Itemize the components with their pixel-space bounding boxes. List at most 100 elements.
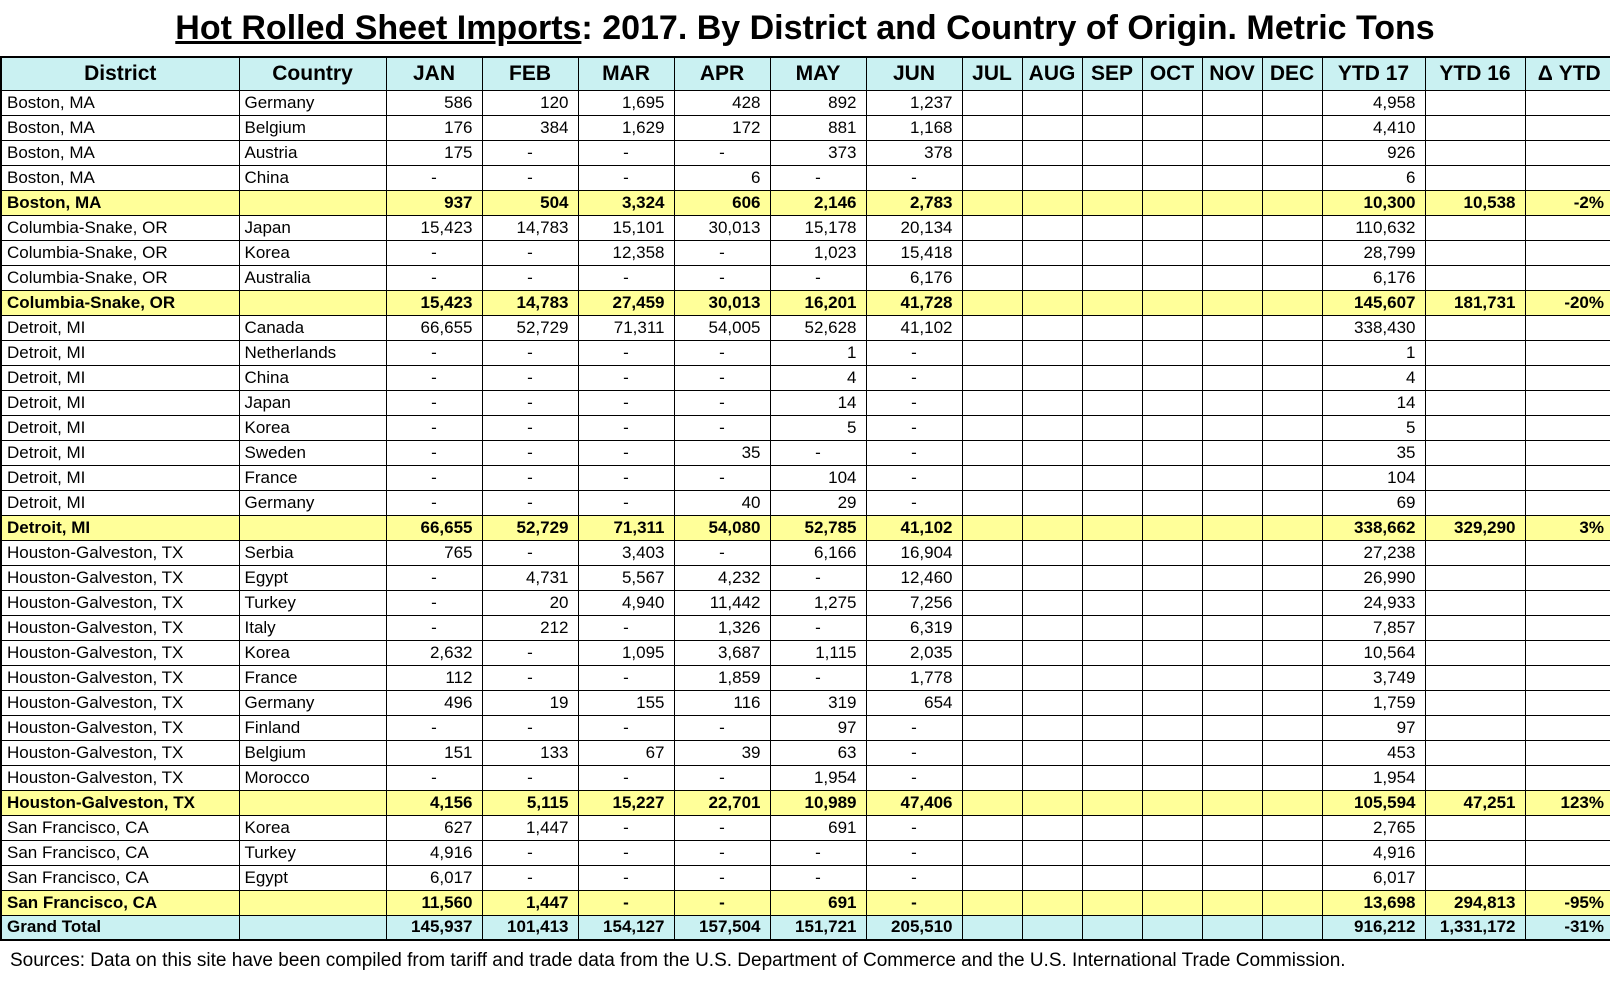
value-cell — [1424, 714, 1526, 741]
value-cell — [1141, 864, 1203, 891]
district-cell: Houston-Galveston, TX — [0, 589, 240, 616]
value-cell — [1261, 564, 1323, 591]
table-row: Detroit, MI Korea - - - -5-5 — [0, 414, 1610, 441]
value-cell — [1261, 914, 1323, 941]
district-cell: San Francisco, CA — [0, 864, 240, 891]
value-cell — [1261, 164, 1323, 191]
column-header-jan: JAN — [385, 56, 483, 91]
value-cell — [1424, 389, 1526, 416]
value-cell — [1261, 614, 1323, 641]
country-cell: China — [238, 364, 387, 391]
value-cell: - — [577, 464, 675, 491]
column-header-oct: OCT — [1141, 56, 1203, 91]
value-cell: 3,749 — [1321, 664, 1426, 691]
value-cell — [1201, 764, 1263, 791]
value-cell — [1081, 439, 1143, 466]
value-cell: - — [577, 489, 675, 516]
country-cell — [238, 889, 387, 916]
value-cell — [1081, 839, 1143, 866]
value-cell: 1,023 — [769, 239, 867, 266]
value-cell — [1141, 389, 1203, 416]
district-cell: San Francisco, CA — [0, 839, 240, 866]
country-cell: Italy — [238, 614, 387, 641]
value-cell — [1261, 314, 1323, 341]
district-cell: Columbia-Snake, OR — [0, 289, 240, 316]
value-cell — [961, 739, 1023, 766]
country-cell: France — [238, 664, 387, 691]
value-cell — [1141, 764, 1203, 791]
value-cell — [1261, 889, 1323, 916]
page-title-main: Hot Rolled Sheet Imports — [175, 8, 582, 47]
country-cell: Germany — [238, 689, 387, 716]
value-cell: 2,765 — [1321, 814, 1426, 841]
country-cell: Korea — [238, 239, 387, 266]
value-cell: 4 — [769, 364, 867, 391]
district-cell: Columbia-Snake, OR — [0, 239, 240, 266]
value-cell: - — [673, 264, 771, 291]
value-cell — [1021, 514, 1083, 541]
value-cell — [1021, 589, 1083, 616]
value-cell — [1021, 264, 1083, 291]
value-cell: 329,290 — [1424, 514, 1526, 541]
value-cell — [1021, 689, 1083, 716]
value-cell: - — [769, 839, 867, 866]
value-cell — [1201, 364, 1263, 391]
value-cell: - — [385, 239, 483, 266]
value-cell — [1424, 239, 1526, 266]
value-cell: 5,115 — [481, 789, 579, 816]
value-cell — [1524, 714, 1610, 741]
value-cell: 1,326 — [673, 614, 771, 641]
value-cell — [1081, 764, 1143, 791]
value-cell: 13,698 — [1321, 889, 1426, 916]
value-cell: 765 — [385, 539, 483, 566]
value-cell — [1261, 664, 1323, 691]
country-cell: China — [238, 164, 387, 191]
value-cell: - — [577, 614, 675, 641]
value-cell: - — [481, 639, 579, 666]
country-cell: Korea — [238, 639, 387, 666]
value-cell — [961, 414, 1023, 441]
table-row: Columbia-Snake, OR Australia - - - - -6,176 6,1… — [0, 264, 1610, 291]
district-cell: Detroit, MI — [0, 514, 240, 541]
district-subtotal-row: Columbia-Snake, OR 15,423 14,783 27,459 30,0… — [0, 289, 1610, 316]
value-cell — [961, 639, 1023, 666]
value-cell — [1261, 239, 1323, 266]
value-cell: 26,990 — [1321, 564, 1426, 591]
table-row: Houston-Galveston, TX Egypt -4,731 5,567 4,2… — [0, 564, 1610, 591]
value-cell: 52,729 — [481, 314, 579, 341]
value-cell: - — [385, 464, 483, 491]
column-header-jun: JUN — [865, 56, 963, 91]
value-cell: - — [481, 364, 579, 391]
district-cell: Boston, MA — [0, 89, 240, 116]
country-cell: Egypt — [238, 564, 387, 591]
column-header-jul: JUL — [961, 56, 1023, 91]
value-cell — [1261, 114, 1323, 141]
value-cell: - — [481, 239, 579, 266]
value-cell: 14,783 — [481, 214, 579, 241]
value-cell — [961, 314, 1023, 341]
value-cell — [1141, 289, 1203, 316]
value-cell — [1141, 339, 1203, 366]
value-cell: - — [865, 164, 963, 191]
district-cell: Columbia-Snake, OR — [0, 214, 240, 241]
value-cell: 338,662 — [1321, 514, 1426, 541]
value-cell: - — [769, 614, 867, 641]
value-cell — [1021, 914, 1083, 941]
value-cell: -95% — [1524, 889, 1610, 916]
value-cell: 2,146 — [769, 189, 867, 216]
value-cell: - — [673, 814, 771, 841]
value-cell: 606 — [673, 189, 771, 216]
value-cell: 69 — [1321, 489, 1426, 516]
value-cell — [1524, 814, 1610, 841]
value-cell — [1201, 114, 1263, 141]
value-cell — [1424, 89, 1526, 116]
value-cell: 35 — [673, 439, 771, 466]
country-cell: Korea — [238, 414, 387, 441]
value-cell — [1021, 539, 1083, 566]
value-cell — [1201, 239, 1263, 266]
district-cell: Detroit, MI — [0, 439, 240, 466]
value-cell: 496 — [385, 689, 483, 716]
value-cell — [1261, 864, 1323, 891]
value-cell: 3,687 — [673, 639, 771, 666]
value-cell — [961, 764, 1023, 791]
